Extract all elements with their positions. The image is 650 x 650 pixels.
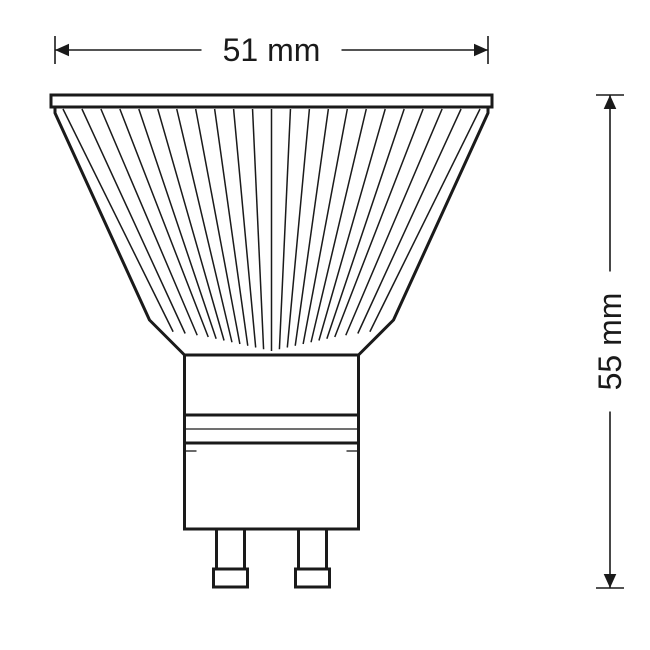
width-dimension-label: 51 mm [223, 32, 321, 68]
bulb-technical-drawing: 51 mm 55 mm [0, 0, 650, 650]
height-dimension-label: 55 mm [592, 293, 628, 391]
reflector-fins [63, 109, 480, 351]
